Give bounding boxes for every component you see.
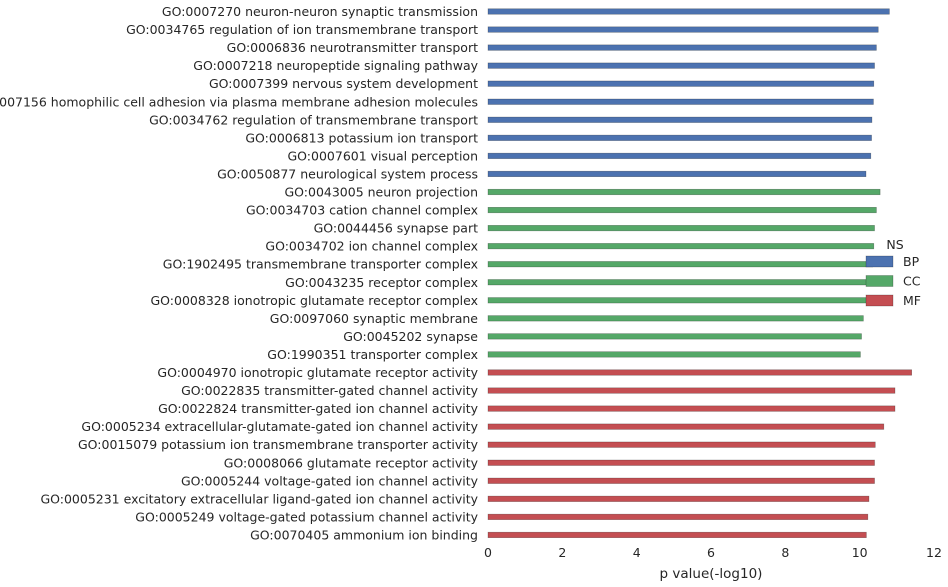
bar-cc-5	[487, 279, 869, 286]
category-label: GO:0005244 voltage-gated ion channel act…	[181, 473, 479, 488]
legend-label-mf: MF	[903, 293, 921, 308]
bar-cc-8	[487, 333, 862, 340]
bar-bp-4	[487, 80, 875, 87]
bar-bp-3	[487, 62, 875, 69]
bar-cc-4	[487, 261, 873, 268]
bars-layer	[487, 8, 913, 539]
legend-title: NS	[886, 237, 903, 252]
x-axis: 0 2 4 6 8 10 12	[484, 545, 942, 560]
legend-swatch-cc	[865, 275, 894, 287]
category-label: GO:0015079 potassium ion transmembrane t…	[78, 437, 479, 452]
legend-label-cc: CC	[903, 274, 921, 289]
bar-bp-9	[487, 170, 867, 177]
category-label: GO:0005231 excitatory extracellular liga…	[40, 491, 478, 506]
bar-mf-7	[487, 495, 870, 502]
bar-mf-2	[487, 405, 896, 412]
category-label: GO:0007601 visual perception	[287, 148, 478, 163]
category-label: GO:0034702 ion channel complex	[265, 239, 478, 254]
category-label: GO:0022824 transmitter-gated ion channel…	[158, 401, 479, 416]
x-tick-label: 10	[852, 545, 868, 560]
category-label: GO:0008066 glutamate receptor activity	[224, 455, 479, 470]
bar-bp-6	[487, 116, 873, 123]
category-label: GO:0004970 ionotropic glutamate receptor…	[157, 365, 478, 380]
category-label: GO:0097060 synaptic membrane	[270, 311, 479, 326]
category-labels: GO:0007270 neuron-neuron synaptic transm…	[0, 4, 479, 542]
category-label: GO:0006836 neurotransmitter transport	[227, 40, 478, 55]
bar-cc-2	[487, 225, 875, 232]
category-label: GO:0070405 ammonium ion binding	[250, 527, 478, 542]
category-label: GO:0050877 neurological system process	[217, 166, 478, 181]
category-label: GO:0007399 nervous system development	[209, 76, 478, 91]
bar-mf-1	[487, 387, 896, 394]
bar-mf-8	[487, 513, 869, 520]
category-label: GO:0022835 transmitter-gated channel act…	[181, 383, 478, 398]
bar-mf-5	[487, 459, 875, 466]
bar-cc-7	[487, 315, 864, 322]
x-tick-label: 4	[633, 545, 641, 560]
category-label: GO:0007156 homophilic cell adhesion via …	[0, 94, 478, 109]
bar-bp-1	[487, 26, 879, 33]
category-label: GO:0005249 voltage-gated potassium chann…	[135, 509, 478, 524]
category-label: GO:0043235 receptor complex	[285, 275, 478, 290]
bar-cc-3	[487, 243, 875, 250]
bar-mf-3	[487, 423, 885, 430]
legend-swatch-bp	[865, 255, 894, 268]
legend-swatch-mf	[865, 294, 894, 307]
x-tick-label: 6	[707, 545, 715, 560]
category-label: GO:0007218 neuropeptide signaling pathwa…	[193, 58, 478, 73]
category-label: GO:0034762 regulation of transmembrane t…	[149, 112, 478, 127]
legend: NS BP CC MF	[865, 237, 921, 308]
bar-cc-9	[487, 351, 861, 358]
category-label: GO:0005234 extracellular-glutamate-gated…	[81, 419, 478, 434]
x-tick-label: 8	[781, 545, 789, 560]
x-axis-label: p value(-log10)	[660, 566, 763, 582]
category-label: GO:0007270 neuron-neuron synaptic transm…	[162, 4, 478, 19]
category-label: GO:0043005 neuron projection	[284, 185, 478, 200]
category-label: GO:0034765 regulation of ion transmembra…	[126, 22, 478, 37]
x-tick-label: 2	[558, 545, 566, 560]
legend-label-bp: BP	[903, 254, 920, 269]
bar-mf-9	[487, 531, 867, 539]
bar-mf-6	[487, 477, 875, 484]
bar-bp-5	[487, 98, 874, 105]
bar-mf-4	[487, 441, 876, 448]
bar-bp-0	[487, 8, 890, 15]
bar-bp-2	[487, 44, 877, 51]
x-tick-label: 12	[926, 545, 942, 560]
category-label: GO:0008328 ionotropic glutamate receptor…	[151, 293, 479, 308]
category-label: GO:0006813 potassium ion transport	[245, 130, 478, 145]
category-label: GO:0044456 synapse part	[314, 221, 478, 236]
bar-cc-1	[487, 207, 877, 214]
bar-cc-0	[487, 188, 881, 196]
category-label: GO:1990351 transporter complex	[267, 347, 478, 362]
bar-bp-7	[487, 134, 872, 141]
bar-bp-8	[487, 152, 872, 159]
bar-mf-0	[487, 369, 913, 376]
category-label: GO:0034703 cation channel complex	[246, 203, 478, 218]
bar-cc-6	[487, 297, 869, 304]
category-label: GO:0045202 synapse	[343, 329, 478, 344]
x-tick-label: 0	[484, 545, 492, 560]
category-label: GO:1902495 transmembrane transporter com…	[163, 257, 478, 272]
